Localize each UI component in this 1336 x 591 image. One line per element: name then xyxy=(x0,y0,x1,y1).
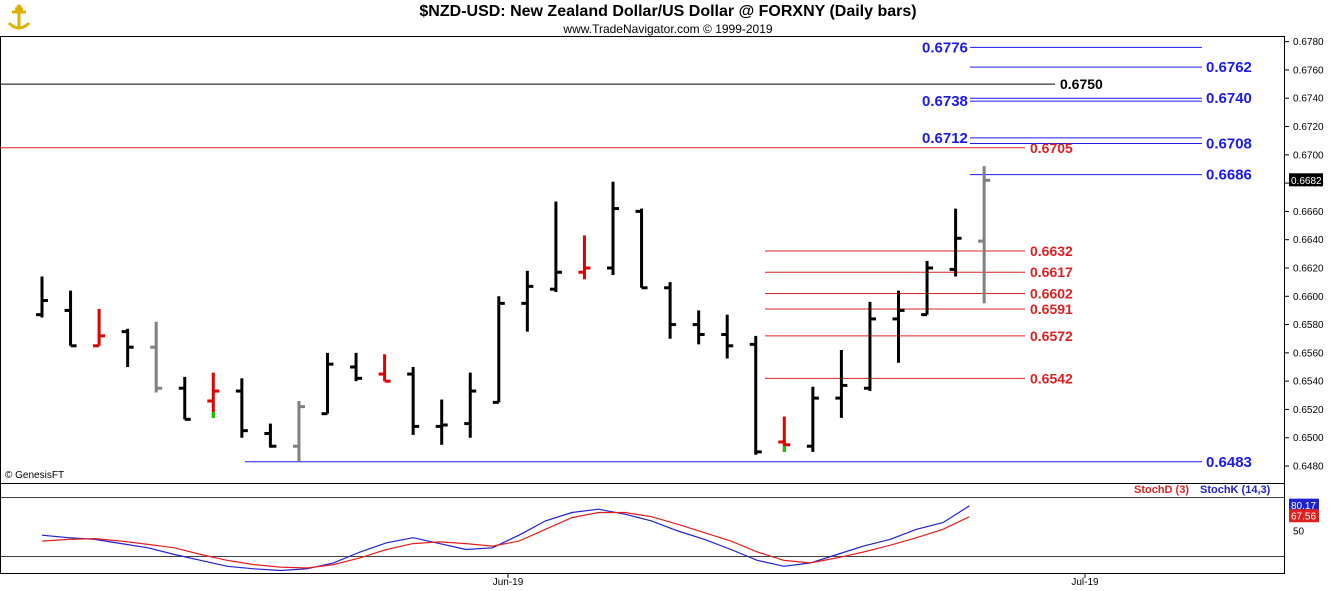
level-label: 0.6602 xyxy=(1030,285,1073,301)
x-tick-label: Jul-19 xyxy=(1071,577,1099,588)
chart-header: $NZD-USD: New Zealand Dollar/US Dollar @… xyxy=(0,0,1336,36)
anchor-logo-icon xyxy=(4,3,34,38)
level-label: 0.6632 xyxy=(1030,243,1073,259)
stochastic-panel-frame xyxy=(0,483,1285,574)
stoch-y-tick-label: 50 xyxy=(1293,527,1305,538)
stoch-k-value: 80.17 xyxy=(1291,501,1316,512)
stoch-k-value-box xyxy=(1289,498,1319,512)
level-label: 0.6572 xyxy=(1030,328,1073,344)
y-tick-label: 0.6580 xyxy=(1293,320,1324,331)
level-label: 0.6738 xyxy=(922,93,968,110)
last-price-box xyxy=(1289,173,1323,187)
stochd-legend: StochD (3) xyxy=(1134,484,1189,496)
stochastic-lines xyxy=(41,505,970,572)
credit-label: © GenesisFT xyxy=(5,470,64,481)
last-price-label: 0.6682 xyxy=(1291,176,1322,187)
y-tick-label: 0.6720 xyxy=(1293,122,1324,133)
x-axis: Jun-19 Jul-19 xyxy=(493,573,1099,588)
stoch-k-line xyxy=(41,505,970,572)
price-bars xyxy=(36,166,991,462)
level-label: 0.6712 xyxy=(922,130,968,147)
level-label: 0.6705 xyxy=(1030,140,1073,156)
level-label: 0.6740 xyxy=(1206,90,1252,107)
y-tick-label: 0.6520 xyxy=(1293,405,1324,416)
level-label: 0.6483 xyxy=(1206,454,1252,471)
x-tick-label: Jun-19 xyxy=(493,577,524,588)
y-tick-label: 0.6700 xyxy=(1293,150,1324,161)
y-tick-label: 0.6760 xyxy=(1293,65,1324,76)
price-y-axis: 0.67800.67600.67400.67200.67000.66800.66… xyxy=(1284,37,1324,473)
y-tick-label: 0.6620 xyxy=(1293,263,1324,274)
level-label: 0.6750 xyxy=(1060,76,1103,92)
chart-subtitle: www.TradeNavigator.com © 1999-2019 xyxy=(563,22,773,36)
y-tick-label: 0.6780 xyxy=(1293,37,1324,48)
y-tick-label: 0.6540 xyxy=(1293,377,1324,388)
level-label: 0.6708 xyxy=(1206,136,1252,153)
level-label: 0.6591 xyxy=(1030,301,1073,317)
level-label: 0.6762 xyxy=(1206,59,1252,76)
level-label: 0.6617 xyxy=(1030,264,1073,280)
y-tick-label: 0.6560 xyxy=(1293,348,1324,359)
y-tick-label: 0.6480 xyxy=(1293,462,1324,473)
stoch-d-value: 67.56 xyxy=(1291,512,1316,523)
y-tick-label: 0.6640 xyxy=(1293,235,1324,246)
stoch-d-line xyxy=(41,511,970,569)
level-label: 0.6686 xyxy=(1206,167,1252,184)
stoch-d-value-box xyxy=(1289,509,1319,523)
chart-title: $NZD-USD: New Zealand Dollar/US Dollar @… xyxy=(419,3,917,20)
price-levels: 0.6776 0.6762 0.6750 0.6740 0.6738 0.6712 0.67… xyxy=(0,39,1252,471)
stochk-legend: StochK (14,3) xyxy=(1200,484,1271,496)
level-label: 0.6542 xyxy=(1030,370,1073,386)
y-tick-label: 0.6660 xyxy=(1293,207,1324,218)
y-tick-label: 0.6600 xyxy=(1293,292,1324,303)
level-label: 0.6776 xyxy=(922,39,968,56)
y-tick-label: 0.6500 xyxy=(1293,433,1324,444)
y-tick-label: 0.6740 xyxy=(1293,94,1324,105)
